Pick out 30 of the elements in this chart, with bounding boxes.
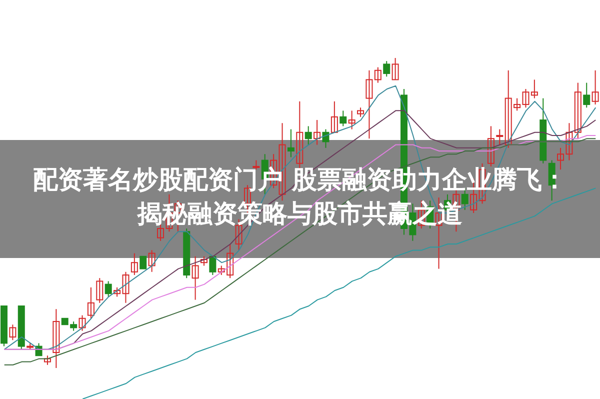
candlestick [287, 128, 294, 158]
candlestick [104, 280, 112, 298]
candlestick [530, 79, 538, 99]
candlestick [140, 256, 147, 270]
candlestick [209, 256, 216, 276]
candlestick [44, 355, 51, 366]
candlestick [487, 126, 494, 167]
candlestick [96, 278, 104, 304]
candlestick [192, 256, 199, 300]
candlestick [330, 100, 338, 133]
candlestick [574, 82, 582, 140]
candlestick [200, 256, 208, 266]
candlestick [87, 286, 94, 319]
candlestick [383, 60, 390, 78]
candlestick [314, 119, 321, 146]
candlestick [357, 107, 364, 118]
candlestick [340, 110, 347, 127]
candlestick [592, 70, 599, 105]
candlestick [304, 126, 312, 146]
candlestick [9, 324, 16, 341]
candlestick [366, 70, 373, 140]
candlestick [348, 110, 356, 130]
candlestick [392, 57, 399, 80]
candlestick [148, 250, 156, 272]
candlestick [78, 314, 86, 332]
candlestick [496, 128, 504, 146]
candlestick [583, 82, 590, 108]
candlestick [374, 66, 382, 84]
candlestick [52, 308, 60, 368]
candlestick [130, 252, 138, 276]
